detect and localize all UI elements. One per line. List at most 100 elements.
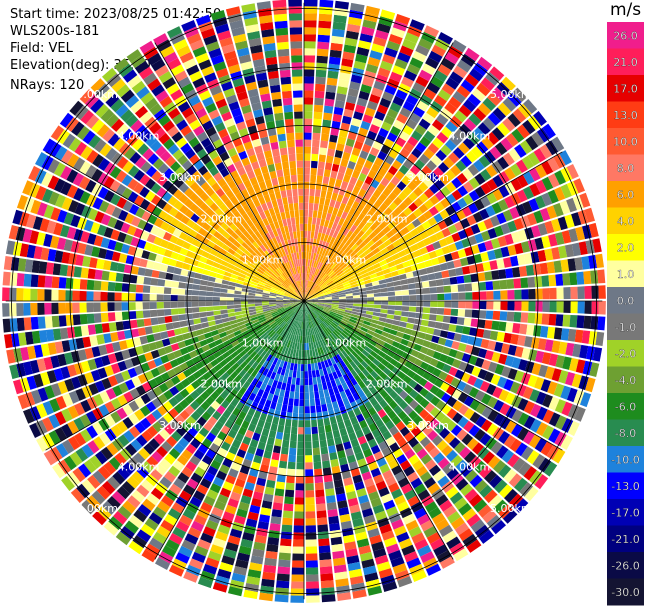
velocity-gate [502,152,515,166]
velocity-gate [341,350,349,358]
velocity-gate [254,115,265,125]
velocity-gate [159,239,169,249]
velocity-gate [284,293,291,297]
velocity-gate [324,292,332,296]
velocity-gate [220,309,228,315]
velocity-gate [244,356,253,364]
velocity-gate [133,169,145,182]
velocity-gate [309,398,315,407]
velocity-gate [380,346,390,354]
velocity-gate [304,251,307,259]
velocity-gate [26,244,36,259]
velocity-gate [305,525,317,533]
velocity-gate [222,256,231,263]
velocity-gate [394,310,402,316]
velocity-gate [407,355,417,364]
velocity-gate [398,201,408,211]
velocity-gate [525,135,539,151]
velocity-gate [188,558,204,570]
velocity-gate [514,477,528,492]
velocity-gate [487,92,502,106]
velocity-gate [300,364,304,372]
velocity-gate [344,388,352,397]
velocity-gate [345,303,354,306]
velocity-gate [205,187,215,197]
velocity-gate [324,277,332,284]
velocity-gate [268,230,275,239]
velocity-gate [203,34,218,46]
velocity-gate [122,500,137,514]
velocity-gate [317,347,322,356]
velocity-gate [547,189,559,204]
velocity-gate [405,271,414,279]
velocity-gate [98,200,110,213]
velocity-gate [269,363,276,372]
velocity-gate [506,279,515,289]
station-label: WLS200s-181 [10,24,100,39]
velocity-gate [294,356,299,364]
velocity-gate [528,434,542,449]
velocity-gate [279,275,286,282]
velocity-gate [463,181,474,193]
velocity-gate [274,316,282,322]
velocity-gate [331,543,344,553]
velocity-gate [261,301,269,304]
velocity-gate [283,281,289,287]
velocity-gate [115,183,127,196]
velocity-gate [300,328,303,337]
velocity-gate [284,280,290,287]
velocity-gate [38,330,48,343]
velocity-gate [224,355,234,363]
velocity-gate [373,226,382,235]
velocity-gate [118,382,129,394]
velocity-gate [86,495,101,510]
velocity-gate [523,252,533,265]
velocity-gate [404,394,414,405]
velocity-gate [537,222,548,236]
velocity-gate [275,335,282,343]
velocity-gate [323,308,331,313]
velocity-gate [341,196,349,205]
velocity-gate [262,334,270,341]
velocity-gate [341,211,348,220]
velocity-gate [57,380,69,395]
velocity-gate [329,529,342,539]
velocity-gate [411,218,422,228]
velocity-gate [334,99,345,109]
velocity-gate [308,321,312,329]
velocity-gate [274,594,289,603]
velocity-gate [275,213,282,221]
velocity-gate [301,307,304,315]
velocity-gate [100,237,110,249]
velocity-gate [357,221,366,230]
velocity-gate [109,180,121,193]
velocity-gate [289,341,294,349]
velocity-gate [59,224,70,238]
velocity-gate [47,158,60,174]
velocity-gate [560,434,573,450]
velocity-gate [332,371,339,380]
velocity-gate [304,20,317,28]
velocity-gate [86,149,99,164]
velocity-gate [548,313,557,326]
velocity-gate [127,191,139,203]
velocity-gate [43,356,54,370]
velocity-gate [336,354,343,362]
velocity-gate [218,128,229,139]
velocity-gate [254,249,262,257]
velocity-gate [188,244,198,253]
velocity-gate [182,58,197,70]
velocity-gate [168,336,178,345]
velocity-gate [299,321,302,329]
velocity-gate [197,577,213,589]
velocity-gate [346,183,355,192]
velocity-gate [556,287,564,300]
velocity-gate [191,170,202,181]
velocity-gate [259,464,269,473]
velocity-gate [555,355,565,369]
velocity-gate [322,309,330,314]
velocity-gate [507,453,520,468]
velocity-gate [243,364,251,372]
velocity-gate [481,230,491,242]
velocity-gate [337,335,344,343]
